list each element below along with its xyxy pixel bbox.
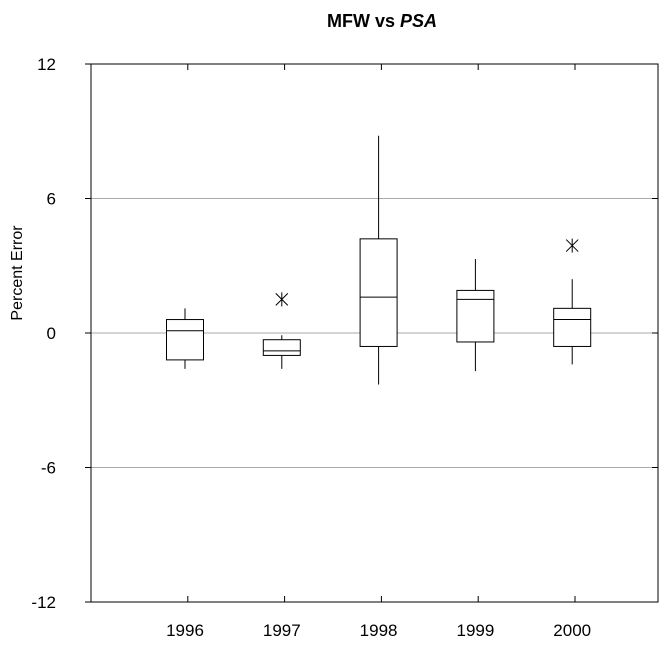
outlier-marker xyxy=(565,238,579,253)
y-tick-label: -6 xyxy=(41,459,56,478)
y-tick-label: -12 xyxy=(31,593,56,612)
x-tick-label: 1998 xyxy=(360,621,398,640)
x-tick-label: 1999 xyxy=(456,621,494,640)
y-tick-label: 0 xyxy=(47,324,56,343)
box-1998 xyxy=(359,135,398,385)
y-axis-label: Percent Error xyxy=(9,225,26,321)
box-iqr xyxy=(456,289,495,343)
box-iqr xyxy=(262,339,301,356)
x-tick-label: 1996 xyxy=(166,621,204,640)
x-tick-label: 1997 xyxy=(263,621,301,640)
box-2000 xyxy=(553,238,592,365)
outlier-marker xyxy=(275,292,289,307)
chart-title-italic: PSA xyxy=(400,11,437,31)
chart-title-main: MFW vs xyxy=(327,11,400,31)
box-1997 xyxy=(262,292,301,369)
box-iqr xyxy=(553,307,592,347)
boxes xyxy=(166,135,592,385)
axes xyxy=(85,63,659,603)
tick-labels: 12 6 0 -6 -12 1996 1997 1998 1999 2000 xyxy=(31,55,591,640)
chart-title: MFW vs PSA xyxy=(327,11,437,31)
x-tick-label: 2000 xyxy=(553,621,591,640)
box-iqr xyxy=(166,319,204,361)
y-tick-label: 12 xyxy=(37,55,56,74)
box-1999 xyxy=(456,259,495,372)
box-iqr xyxy=(359,238,398,347)
y-tick-label: 6 xyxy=(47,190,56,209)
box-1996 xyxy=(166,308,204,369)
